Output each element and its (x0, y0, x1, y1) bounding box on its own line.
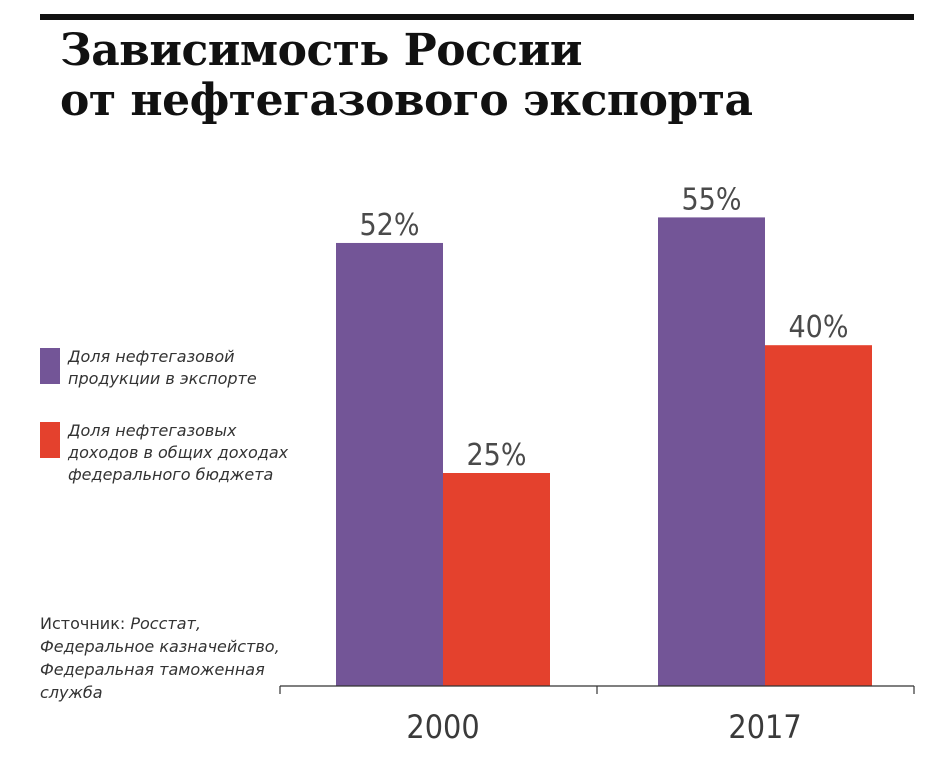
source-heading: Источник: (40, 614, 126, 633)
bar-2017-series-1 (658, 217, 765, 686)
top-rule (40, 14, 914, 20)
legend-swatch-export (40, 348, 60, 384)
data-label-2017-series-1: 55% (682, 182, 742, 217)
source-note: Источник: Росстат, Федеральное казначейс… (40, 612, 280, 704)
data-label-2000-series-1: 52% (360, 208, 420, 243)
data-label-2017-series-2: 40% (789, 310, 849, 345)
bar-2017-series-2 (765, 345, 872, 686)
legend-swatch-budget (40, 422, 60, 458)
x-tick-label-2017: 2017 (728, 708, 801, 746)
title-line-2: от нефтегазового экспорта (60, 75, 753, 126)
chart-title: Зависимость России от нефтегазового эксп… (60, 25, 753, 126)
legend-item-budget: Доля нефтегазовых доходов в общих дохода… (40, 420, 300, 486)
source-text: Росстат, Федеральное казначейство, Федер… (40, 614, 280, 702)
bar-2000-series-1 (336, 242, 443, 686)
legend: Доля нефтегазовой продукции в экспорте Д… (40, 346, 300, 516)
x-tick-label-2000: 2000 (406, 708, 479, 746)
data-label-2000-series-2: 25% (467, 438, 527, 473)
legend-label-export: Доля нефтегазовой продукции в экспорте (68, 347, 257, 388)
legend-label-budget: Доля нефтегазовых доходов в общих дохода… (68, 421, 289, 484)
bar-2000-series-2 (443, 473, 550, 686)
legend-item-export: Доля нефтегазовой продукции в экспорте (40, 346, 300, 390)
title-line-1: Зависимость России (60, 25, 582, 76)
